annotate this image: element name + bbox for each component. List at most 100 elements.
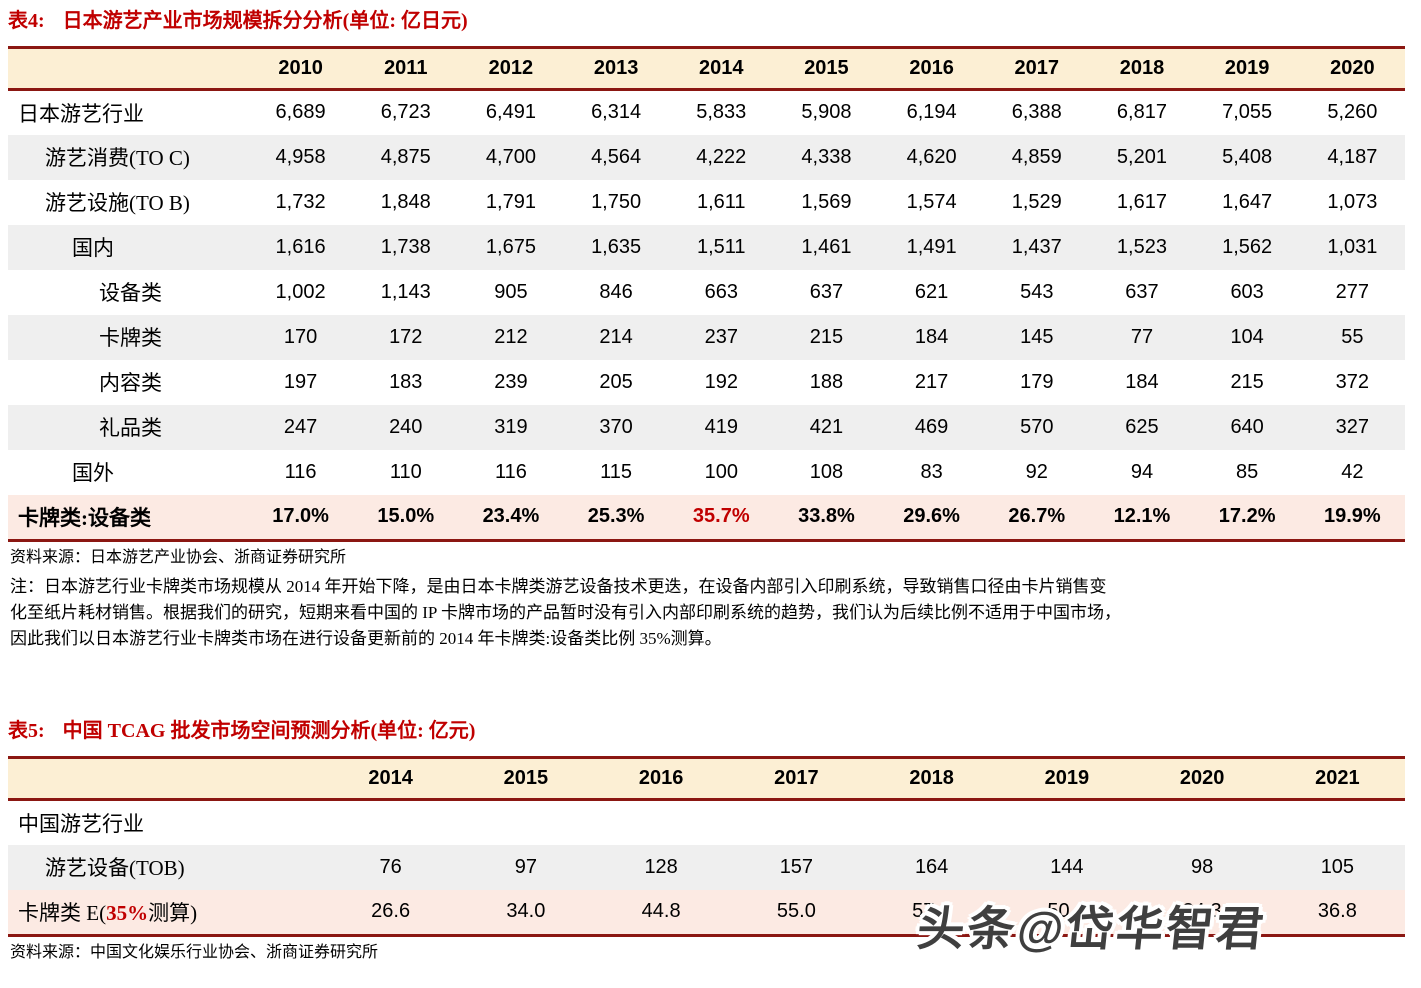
value-cell: 4,187 — [1327, 145, 1378, 168]
year-header: 2013 — [593, 57, 639, 79]
value-cell: 50.4 — [1047, 900, 1087, 923]
value-cell: 621 — [914, 280, 949, 303]
year-header: 2020 — [1330, 57, 1375, 79]
table5-title-text: 中国 TCAG 批发市场空间预测分析(单位: 亿元) — [62, 720, 476, 742]
value-cell: 6,723 — [380, 101, 431, 124]
value-cell: 7,055 — [1222, 101, 1273, 124]
value-cell: 115 — [600, 460, 633, 483]
value-cell: 77 — [1130, 325, 1154, 348]
year-header: 2020 — [1179, 767, 1225, 789]
value-cell: 1,031 — [1327, 235, 1378, 258]
value-cell: 543 — [1020, 280, 1054, 303]
value-cell: 15.0% — [377, 505, 435, 528]
value-cell: 5,260 — [1327, 101, 1378, 124]
value-cell — [323, 800, 458, 845]
table-row: 游艺设施(TO B) 1,732 1,848 1,791 1,750 1,611 1,569… — [8, 180, 1405, 225]
value-cell: 419 — [704, 415, 738, 438]
value-cell: 663 — [704, 280, 738, 303]
value-cell: 1,569 — [801, 190, 852, 213]
table-row: 卡牌类 E(35%测算) 26.6 34.0 44.8 55.0 57.4 50.4 34.3… — [8, 889, 1405, 936]
row-label: 内容类 — [99, 371, 162, 395]
value-cell: 277 — [1335, 280, 1370, 303]
value-cell: 603 — [1230, 280, 1264, 303]
year-header: 2012 — [488, 57, 534, 79]
value-cell — [1270, 800, 1405, 845]
value-cell: 34.0 — [506, 900, 546, 923]
table5-body: 中国游艺行业 游艺设备(TOB) 76 97 128 157 164 144 98 105 卡牌类 … — [8, 800, 1405, 936]
value-cell: 1,732 — [275, 190, 326, 213]
value-cell: 1,675 — [485, 235, 536, 258]
value-cell: 1,437 — [1011, 235, 1062, 258]
value-cell: 327 — [1335, 415, 1370, 438]
value-cell: 1,461 — [801, 235, 852, 258]
year-header: 2014 — [699, 57, 744, 79]
table-row: 中国游艺行业 — [8, 800, 1405, 845]
note-line: 因此我们以日本游艺行业卡牌类市场在进行设备更新前的 2014 年卡牌类:设备类比… — [10, 629, 722, 648]
value-cell: 128 — [644, 855, 678, 878]
table4-title: 表4: 日本游艺产业市场规模拆分分析(单位: 亿日元) — [8, 8, 1421, 34]
value-cell: 1,616 — [275, 235, 326, 258]
table4-source: 资料来源：日本游艺产业协会、浙商证券研究所 — [10, 549, 347, 566]
value-cell: 29.6% — [903, 505, 960, 528]
value-cell: 319 — [494, 415, 528, 438]
value-cell: 1,647 — [1222, 190, 1273, 213]
value-cell: 110 — [389, 460, 422, 483]
table4-title-text: 日本游艺产业市场规模拆分分析(单位: 亿日元) — [62, 10, 468, 32]
value-cell: 183 — [389, 370, 423, 393]
value-cell: 100 — [704, 460, 738, 483]
value-cell: 44.8 — [641, 900, 681, 923]
value-cell: 105 — [1320, 855, 1355, 878]
value-cell — [729, 800, 864, 845]
year-header: 2018 — [1119, 57, 1165, 79]
year-header: 2015 — [804, 57, 849, 79]
value-cell: 184 — [1125, 370, 1159, 393]
value-cell: 26.7% — [1008, 505, 1066, 528]
row-label: 国外 — [72, 461, 114, 485]
value-cell: 1,848 — [380, 190, 431, 213]
value-cell: 42 — [1341, 460, 1364, 483]
value-cell: 144 — [1050, 855, 1084, 878]
value-cell: 25.3% — [587, 505, 645, 528]
value-cell: 239 — [494, 370, 528, 393]
value-cell: 4,859 — [1011, 145, 1062, 168]
year-header: 2011 — [384, 57, 428, 79]
value-cell: 247 — [283, 415, 318, 438]
value-cell: 94 — [1130, 460, 1154, 483]
table-row: 卡牌类:设备类 17.0% 15.0% 23.4% 25.3% 35.7% 33.8% 29.… — [8, 494, 1405, 541]
value-cell: 116 — [284, 460, 317, 483]
value-cell: 637 — [1125, 280, 1159, 303]
row-label: 游艺设备(TOB) — [45, 856, 185, 880]
value-cell: 1,791 — [485, 190, 536, 213]
value-cell: 1,635 — [591, 235, 642, 258]
value-cell: 188 — [809, 370, 844, 393]
value-cell: 1,562 — [1222, 235, 1273, 258]
value-cell: 104 — [1230, 325, 1264, 348]
value-cell: 83 — [920, 460, 943, 483]
value-cell: 6,817 — [1116, 101, 1167, 124]
year-header: 2018 — [909, 767, 954, 789]
value-cell: 217 — [914, 370, 949, 393]
table-row: 游艺消费(TO C) 4,958 4,875 4,700 4,564 4,222 4,338… — [8, 134, 1405, 180]
value-cell: 34.3 — [1182, 900, 1222, 923]
value-cell: 212 — [494, 325, 528, 348]
value-cell: 469 — [914, 415, 949, 438]
value-cell: 6,689 — [275, 101, 326, 124]
value-cell: 1,738 — [380, 235, 431, 258]
value-cell: 17.0% — [272, 505, 329, 528]
value-cell: 570 — [1020, 415, 1054, 438]
value-cell: 6,194 — [906, 101, 957, 124]
value-cell: 179 — [1020, 370, 1054, 393]
value-cell: 1,617 — [1116, 190, 1167, 213]
year-header: 2021 — [1315, 767, 1360, 789]
value-cell: 55 — [1341, 325, 1364, 348]
value-cell: 4,875 — [380, 145, 431, 168]
year-header: 2010 — [278, 57, 323, 79]
year-header: 2019 — [1224, 57, 1270, 79]
value-cell: 205 — [599, 370, 633, 393]
value-cell: 92 — [1025, 460, 1048, 483]
table5-section: 表5: 中国 TCAG 批发市场空间预测分析(单位: 亿元) 2014 2015 20… — [0, 718, 1421, 963]
value-cell: 26.6 — [371, 900, 411, 923]
value-cell: 1,523 — [1116, 235, 1167, 258]
year-header: 2016 — [909, 57, 954, 79]
table4-note: 注：日本游艺行业卡牌类市场规模从 2014 年开始下降，是由日本卡牌类游艺设备技… — [10, 574, 1421, 652]
